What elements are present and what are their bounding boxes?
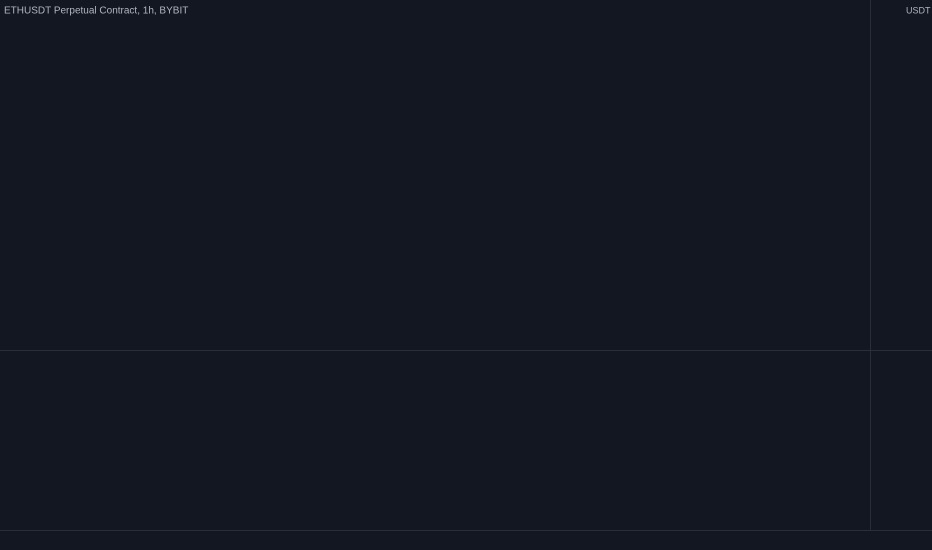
y-axis-label: USDT [906, 5, 931, 15]
chart-title: ETHUSDT Perpetual Contract, 1h, BYBIT [4, 6, 188, 17]
